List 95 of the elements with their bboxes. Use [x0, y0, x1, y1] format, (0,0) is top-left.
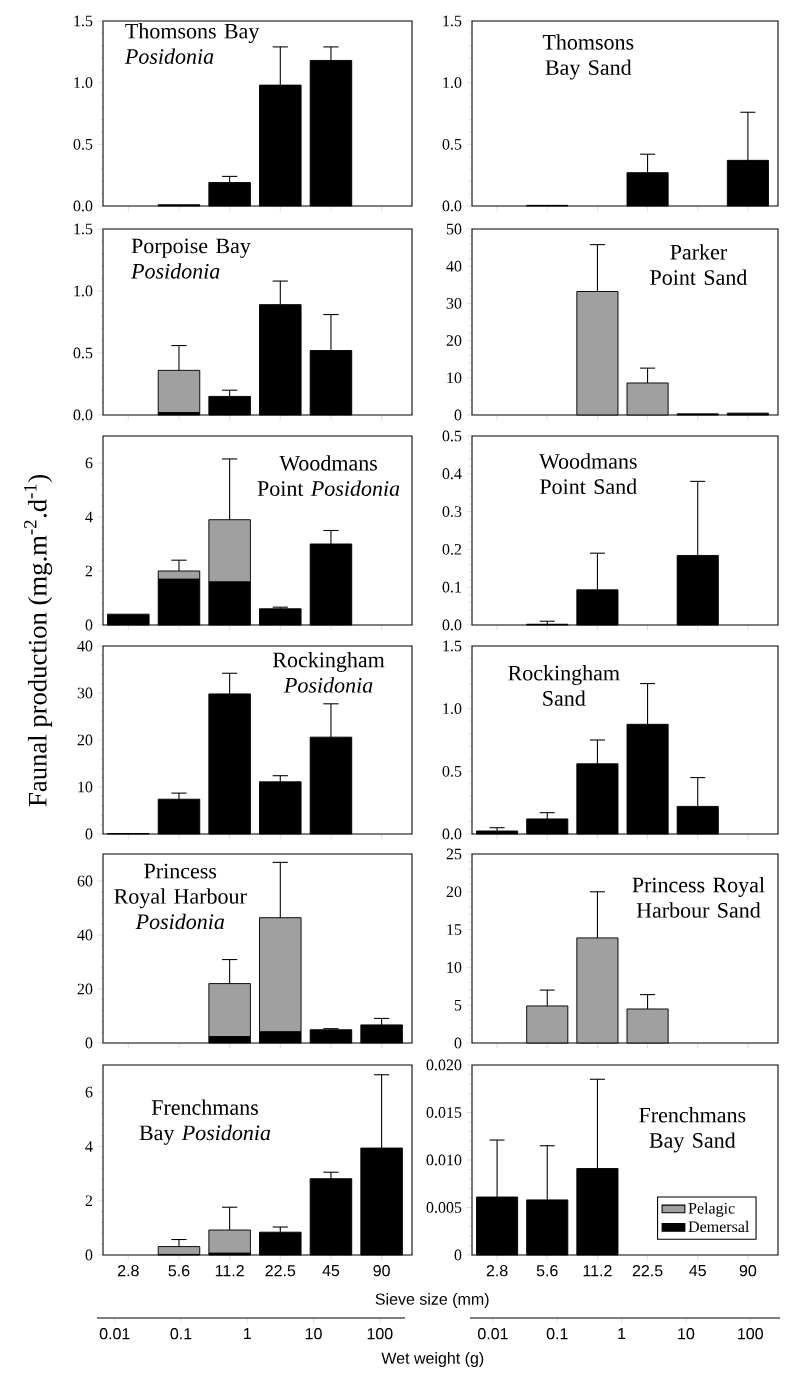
x-tick-label: 11.2: [215, 1265, 244, 1277]
x-tick-label: 5.6: [168, 1265, 190, 1277]
y-tick-label: 20: [446, 335, 462, 346]
y-tick-label: 0.5: [442, 430, 462, 442]
y-tick-label: 30: [446, 297, 462, 309]
x-tick-label: 45: [689, 1265, 706, 1277]
y-tick-label: 0.0: [73, 200, 93, 212]
y-tick-label: 0: [454, 1037, 462, 1049]
x-tick-label: 5.6: [536, 1265, 558, 1277]
x2-tick-label: 0.1: [546, 1328, 568, 1340]
x2-tick-label: 1: [618, 1328, 626, 1340]
y-tick-label: 20: [446, 886, 462, 898]
y-tick-label: 60: [77, 875, 93, 887]
y-tick-label: 0.5: [73, 347, 93, 359]
y-tick-label: 0: [85, 1249, 93, 1261]
x-tick-label: 45: [322, 1265, 340, 1277]
x-tick-label: 11.2: [583, 1265, 612, 1277]
y-axis-title: Faunal production (mg.m$^{-2}$.d$^{-1}$): [24, 474, 53, 807]
y-tick-label: 20: [77, 983, 93, 995]
y-tick-label: 25: [446, 848, 462, 860]
y-tick-label: 50: [446, 223, 462, 235]
y-tick-label: 0.015: [426, 1107, 462, 1118]
y-tick-label: 1.5: [74, 15, 93, 27]
y-tick-label: 0.0: [73, 409, 93, 421]
text: Woodmans Point Posidonia: [257, 455, 400, 496]
y-tick-label: 2: [85, 565, 93, 577]
x2-tick-label: 1: [244, 1328, 251, 1340]
legend-label: Pelagic: [688, 1202, 735, 1217]
y-tick-label: 10: [447, 372, 462, 384]
text: Parker Point Sand: [650, 244, 748, 285]
x2-axis-title: Wet weight (g): [381, 1352, 484, 1367]
y-tick-label: 1.5: [74, 223, 93, 235]
y-tick-label: 0.0: [442, 619, 462, 631]
y-tick-label: 30: [77, 687, 93, 699]
y-tick-label: 10: [447, 961, 462, 973]
y-tick-label: 1.0: [443, 77, 462, 89]
text: Rockingham Sand: [508, 665, 620, 706]
y-tick-label: 1.0: [74, 285, 93, 297]
y-tick-label: 0.5: [442, 138, 462, 150]
x-tick-label: 90: [739, 1265, 757, 1277]
y-tick-label: 4: [85, 511, 93, 523]
text: Woodmans Point Sand: [539, 453, 637, 495]
x-tick-label: 2.8: [118, 1265, 139, 1277]
x2-tick-label: 0.1: [170, 1328, 192, 1340]
x-tick-label: 22.5: [632, 1265, 663, 1277]
y-tick-label: 5: [454, 999, 462, 1011]
y-tick-label: 0.1: [442, 581, 462, 593]
x-tick-label: 2.8: [486, 1265, 508, 1277]
text: Frenchmans Bay Posidonia: [139, 1099, 271, 1145]
y-tick-label: 0: [454, 409, 462, 421]
y-tick-label: 0: [85, 619, 93, 631]
y-tick-label: 40: [446, 260, 462, 272]
y-tick-label: 0.2: [442, 543, 462, 555]
text: Porpoise Bay Posidonia: [130, 238, 251, 279]
y-tick-label: 0.4: [442, 468, 462, 480]
y-tick-label: 10: [78, 781, 93, 793]
x2-tick-label: 100: [367, 1328, 393, 1340]
y-tick-label: 0: [85, 828, 93, 840]
y-tick-label: 1.5: [443, 640, 462, 652]
y-tick-label: 40: [77, 640, 93, 652]
y-tick-label: 0.0: [442, 828, 462, 840]
text: Frenchmans Bay Sand: [639, 1107, 746, 1153]
x-axis-title: Sieve size (mm): [375, 1293, 489, 1308]
text: Princess Royal Harbour Sand: [632, 876, 765, 918]
y-tick-label: 0.5: [73, 138, 93, 150]
y-tick-label: 4: [85, 1141, 93, 1152]
y-tick-label: 2: [85, 1195, 93, 1206]
x-tick-label: 90: [373, 1265, 390, 1277]
legend-label: Demersal: [688, 1220, 750, 1233]
y-tick-label: 0.020: [426, 1059, 462, 1071]
text: Thomsons Bay Sand: [542, 34, 634, 80]
y-tick-label: 0.010: [426, 1154, 462, 1166]
x2-tick-label: 100: [738, 1328, 763, 1340]
text: Thomsons Bay Posidonia: [124, 23, 260, 64]
x2-tick-label: 10: [678, 1328, 695, 1340]
y-tick-label: 0.3: [442, 506, 462, 518]
x2-tick-label: 0.01: [477, 1328, 508, 1340]
y-tick-label: 20: [77, 734, 93, 746]
y-tick-label: 6: [85, 1086, 93, 1098]
y-tick-label: 1.0: [443, 703, 462, 715]
y-tick-label: 0: [454, 1249, 462, 1261]
text: Princess Royal Harbour Posidonia: [114, 863, 247, 930]
y-tick-label: 1.0: [74, 77, 93, 89]
x2-tick-label: 10: [305, 1328, 322, 1340]
x2-tick-label: 0.01: [99, 1328, 130, 1340]
y-tick-label: 1.5: [443, 15, 462, 27]
y-tick-label: 0: [85, 1037, 93, 1049]
x-tick-label: 22.5: [265, 1265, 296, 1277]
y-tick-label: 6: [85, 457, 93, 469]
y-tick-label: 0.0: [442, 200, 462, 212]
text: Rockingham Posidonia: [272, 651, 385, 693]
y-tick-label: 0.5: [442, 765, 462, 777]
y-tick-label: 40: [77, 929, 93, 941]
y-tick-label: 15: [447, 924, 462, 935]
y-tick-label: 0.005: [426, 1202, 462, 1213]
